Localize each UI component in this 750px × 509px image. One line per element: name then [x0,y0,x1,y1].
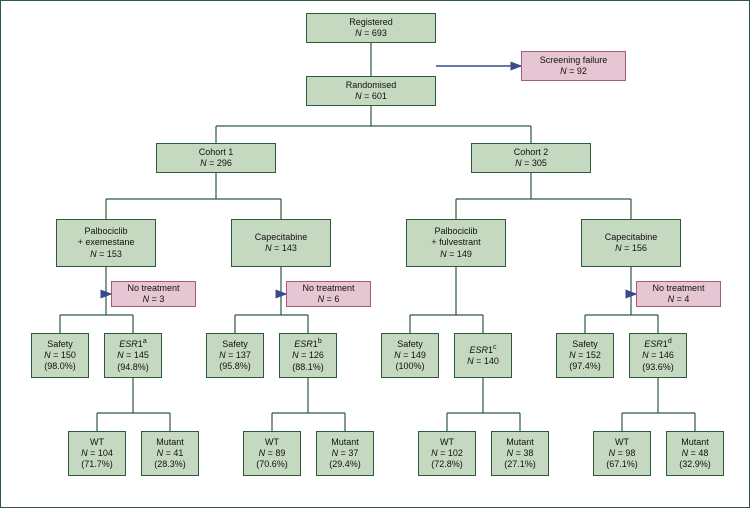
node-c2_palbo: Palbociclib+ fulvestrantN = 149 [406,219,506,267]
node-c1_palbo: Palbociclib+ exemestaneN = 153 [56,219,156,267]
node-c2c_wt: WTN = 98(67.1%) [593,431,651,476]
node-c1p_wt: WTN = 104(71.7%) [68,431,126,476]
node-c1_cape: CapecitabineN = 143 [231,219,331,267]
node-c1p_esr: ESR1aN = 145(94.8%) [104,333,162,378]
node-c1c_wt: WTN = 89(70.6%) [243,431,301,476]
node-c2c_safety: SafetyN = 152(97.4%) [556,333,614,378]
node-c2p_esr: ESR1cN = 140 [454,333,512,378]
node-cohort1: Cohort 1N = 296 [156,143,276,173]
node-registered: RegisteredN = 693 [306,13,436,43]
node-nt3: No treatmentN = 4 [636,281,721,307]
node-c1p_mut: MutantN = 41(28.3%) [141,431,199,476]
node-c2p_mut: MutantN = 38(27.1%) [491,431,549,476]
node-screening_failure: Screening failureN = 92 [521,51,626,81]
node-c1c_mut: MutantN = 37(29.4%) [316,431,374,476]
node-nt2: No treatmentN = 6 [286,281,371,307]
node-randomised: RandomisedN = 601 [306,76,436,106]
node-c2p_wt: WTN = 102(72.8%) [418,431,476,476]
node-c1p_safety: SafetyN = 150(98.0%) [31,333,89,378]
node-c2_cape: CapecitabineN = 156 [581,219,681,267]
node-c2c_mut: MutantN = 48(32.9%) [666,431,724,476]
node-c1c_esr: ESR1bN = 126(88.1%) [279,333,337,378]
node-c1c_safety: SafetyN = 137(95.8%) [206,333,264,378]
node-c2c_esr: ESR1dN = 146(93.6%) [629,333,687,378]
flowchart-canvas: RegisteredN = 693 RandomisedN = 601 Screen… [0,0,750,508]
node-cohort2: Cohort 2N = 305 [471,143,591,173]
node-nt1: No treatmentN = 3 [111,281,196,307]
node-c2p_safety: SafetyN = 149(100%) [381,333,439,378]
